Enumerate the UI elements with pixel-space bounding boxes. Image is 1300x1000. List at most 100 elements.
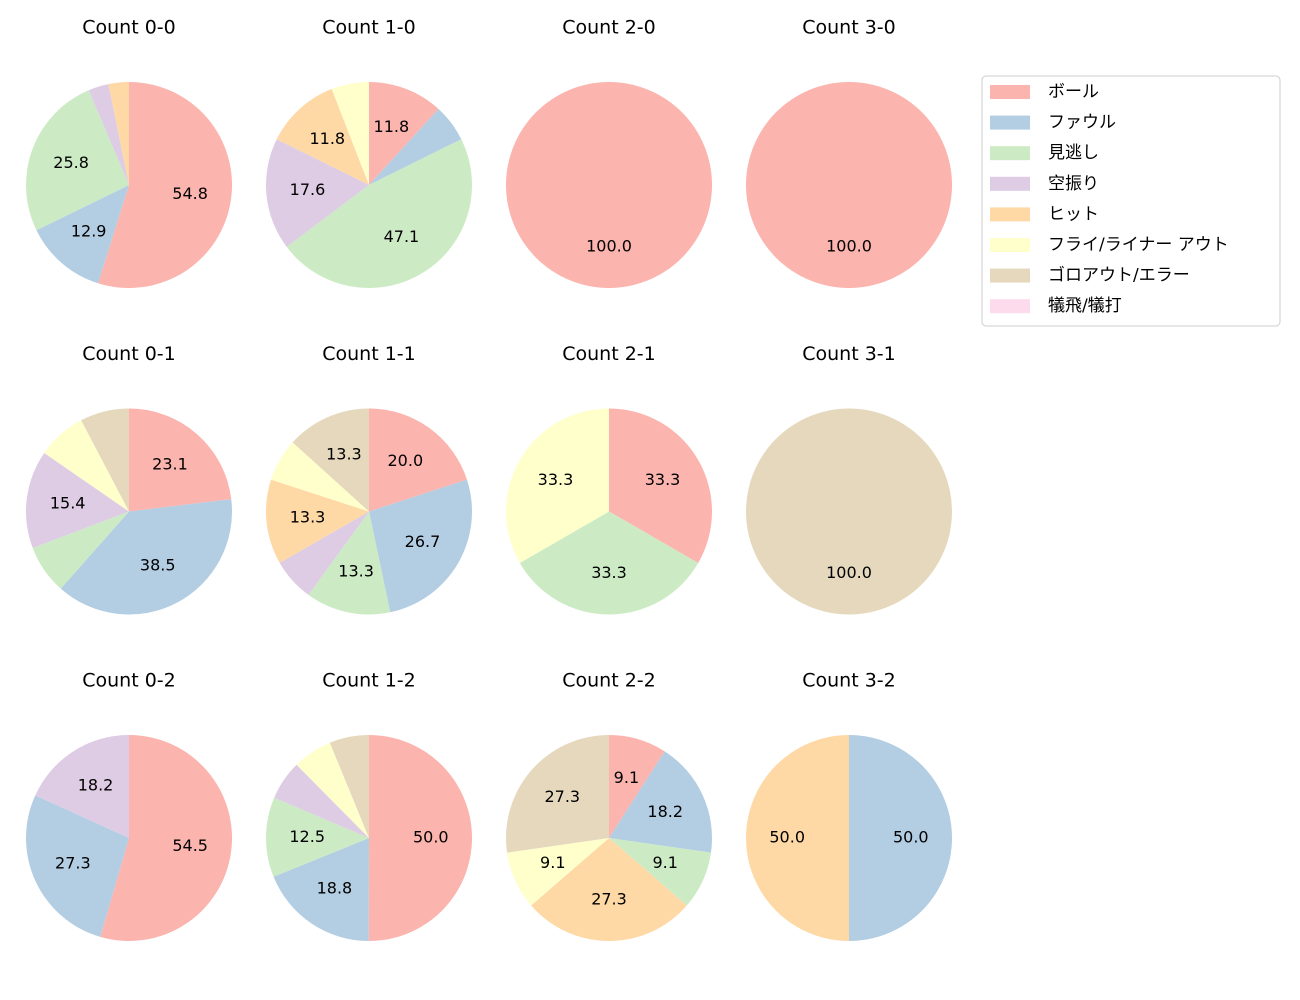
legend-label: ファウル [1048,113,1116,133]
data-label: 50.0 [893,828,929,847]
chart-title: Count 3-0 [802,17,896,39]
pie-slice [279,511,369,595]
chart-title: Count 0-2 [82,670,176,692]
data-label: 11.8 [374,117,410,136]
data-label: 27.3 [55,853,91,872]
data-label: 100.0 [826,236,872,255]
chart-title: Count 3-2 [802,670,896,692]
pie-slice [60,499,233,615]
data-label: 11.8 [309,129,345,148]
pie-slice [506,735,609,853]
legend-swatch [990,115,1030,130]
data-label: 47.1 [384,227,420,246]
data-label: 100.0 [586,236,632,255]
chart-title: Count 3-1 [802,343,896,365]
data-label: 54.8 [172,184,208,203]
pie-slice [507,838,609,906]
legend-label: 空振り [1048,174,1099,194]
legend-label: ゴロアウト/エラー [1048,265,1190,286]
data-label: 50.0 [769,828,805,847]
pie-slice [368,735,472,941]
legend-swatch [990,268,1030,283]
chart-title: Count 0-1 [82,343,176,365]
data-label: 27.3 [591,889,627,908]
pie-slice [271,442,369,512]
pie-slice [266,797,369,877]
data-label: 100.0 [826,563,872,582]
legend-label: 犠飛/犠打 [1048,296,1122,316]
pie-slice [25,452,130,549]
data-label: 15.4 [50,494,86,513]
data-label: 12.9 [71,221,107,240]
legend-swatch [990,299,1030,314]
legend-label: 見逃し [1048,143,1099,163]
legend-label: ヒット [1048,204,1099,224]
pie-slice [35,735,129,838]
pie-slice [276,88,369,185]
data-label: 18.2 [647,802,683,821]
pie-slice [98,82,232,288]
data-label: 12.5 [289,827,325,846]
pie-slice [609,751,712,853]
data-label: 23.1 [152,455,188,474]
chart-title: Count 2-1 [562,343,656,365]
data-label: 54.5 [172,836,208,855]
legend-swatch [990,207,1030,222]
data-label: 26.7 [405,532,441,551]
pie-slice [331,82,369,185]
chart-title: Count 0-0 [82,17,176,39]
data-label: 13.3 [290,507,326,526]
pie-slice [609,735,665,838]
data-label: 18.8 [317,879,353,898]
pie-slice [25,795,129,937]
data-label: 38.5 [140,556,176,575]
data-label: 9.1 [614,768,639,787]
pie-slice [369,108,462,185]
pie-slice [329,735,369,838]
data-label: 20.0 [388,451,424,470]
pie-slice [26,90,130,231]
pie-slice [506,82,712,288]
pie-slice [273,838,369,941]
pie-slice [286,139,473,289]
legend-label: フライ/ライナー アウト [1048,235,1229,255]
data-label: 9.1 [652,853,677,872]
pie-slice [308,511,391,615]
pie-slice [88,84,129,185]
pie-slice [100,735,232,942]
pie-slice [274,764,369,838]
pie-slice [369,479,472,613]
data-label: 33.3 [538,470,574,489]
legend-label: ボール [1048,82,1099,102]
data-label: 13.3 [326,445,362,464]
pie-slice [36,185,129,284]
pie-slice [44,420,129,512]
data-label: 18.2 [78,776,114,795]
chart-title: Count 1-2 [322,670,416,692]
chart-title: Count 1-0 [322,17,416,39]
legend-swatch [990,176,1030,191]
pie-slice [369,408,467,512]
pie-slice [519,511,699,615]
pie-slice [266,139,369,247]
pie-slice [81,408,129,512]
pie-slice [849,735,952,941]
data-label: 13.3 [338,561,374,580]
pie-slice [505,408,609,563]
pie-slice [609,838,711,906]
pie-slice [32,511,129,589]
legend-box [981,75,1281,327]
data-label: 25.8 [53,153,89,172]
pie-slice [292,408,369,512]
pie-slice [265,479,369,563]
data-label: 17.6 [290,180,326,199]
chart-title: Count 2-2 [562,670,656,692]
legend-swatch [990,146,1030,161]
pie-slice [746,408,952,615]
pie-slice [129,408,232,512]
data-label: 33.3 [591,563,627,582]
pie-slice [369,82,439,185]
legend-swatch [990,238,1030,252]
pie-slice [531,838,687,942]
